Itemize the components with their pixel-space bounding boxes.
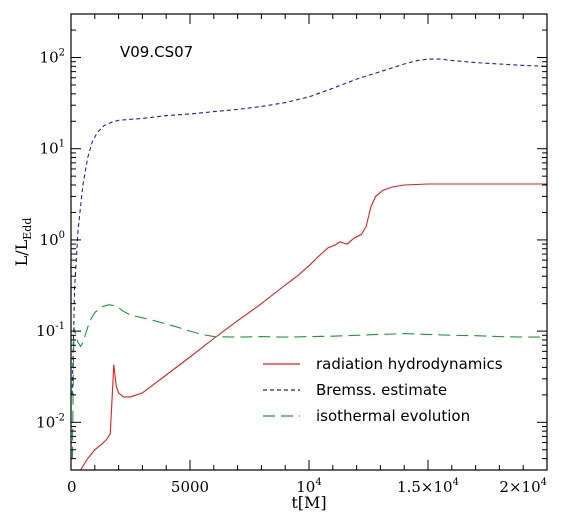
x-tick-label: 0 xyxy=(67,478,77,496)
x-tick-label: 1.5×104 xyxy=(397,477,459,496)
y-axis-label: L/LEdd xyxy=(12,218,34,267)
x-tick-label: 2×104 xyxy=(499,477,547,496)
legend: radiation hydrodynamics Bremss. estimate i… xyxy=(263,355,503,425)
series-layer xyxy=(71,58,548,471)
y-axis-label-sub: Edd xyxy=(21,218,34,240)
series-line-1 xyxy=(80,183,547,471)
tick-layer: 0 5000 104 1.5×104 2×104 10-2 10-1 100 101 102 xyxy=(36,13,548,496)
legend-label-2: Bremss. estimate xyxy=(316,381,447,399)
y-tick-label: 10-2 xyxy=(36,412,65,431)
chart-title: V09.CS07 xyxy=(120,43,193,61)
series-line-2 xyxy=(71,58,548,395)
y-tick-label: 10-1 xyxy=(36,321,65,340)
y-tick-label: 100 xyxy=(40,230,65,249)
y-tick-label: 101 xyxy=(40,139,65,158)
legend-label-1: radiation hydrodynamics xyxy=(316,355,503,373)
y-axis-label-main: L/L xyxy=(12,239,31,266)
y-tick-label: 102 xyxy=(40,48,65,67)
plot-frame xyxy=(70,13,548,471)
x-tick-label: 5000 xyxy=(171,478,209,496)
legend-label-3: isothermal evolution xyxy=(316,407,470,425)
svg-text:L/LEdd: L/LEdd xyxy=(12,218,34,267)
series-line-3 xyxy=(71,304,547,459)
x-axis-label: t[M] xyxy=(291,493,326,512)
x-tick-label: 104 xyxy=(296,477,321,496)
